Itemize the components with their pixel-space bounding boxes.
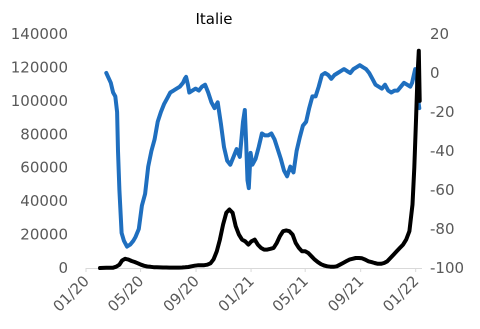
x-tick-label: 09/21 [324,272,367,315]
right-tick-label: -60 [430,181,455,199]
x-tick-label: 05/21 [269,272,312,315]
left-tick-label: 140000 [11,25,68,43]
left-y-axis: 0 20000 40000 60000 80000 100000 120000 140000 [11,25,68,277]
x-tick-label: 01/22 [379,272,422,315]
chart-title: Italie [195,10,232,28]
right-tick-label: 20 [430,25,449,43]
right-tick-label: -40 [430,142,455,160]
right-tick-label: 0 [430,64,440,82]
series-line-left-axis [98,48,422,270]
right-tick-label: -20 [430,103,455,121]
left-tick-label: 100000 [11,92,68,110]
x-tick-label: 09/20 [160,272,203,315]
series-layer [98,48,422,270]
left-tick-label: 40000 [20,192,68,210]
left-tick-label: 120000 [11,58,68,76]
right-y-axis: -100 -80 -60 -40 -20 0 20 [430,25,464,277]
series-line-right-axis [104,63,422,249]
right-tick-label: -100 [430,259,464,277]
left-tick-label: 20000 [20,226,68,244]
left-tick-label: 80000 [20,125,68,143]
left-tick-label: 0 [58,259,68,277]
x-tick-label: 01/20 [50,272,93,315]
x-axis: 01/20 05/20 09/20 01/21 05/21 09/21 01/22 [50,268,423,315]
x-tick-label: 05/20 [104,272,147,315]
right-tick-label: -80 [430,220,455,238]
left-tick-label: 60000 [20,159,68,177]
x-tick-label: 01/21 [215,272,258,315]
